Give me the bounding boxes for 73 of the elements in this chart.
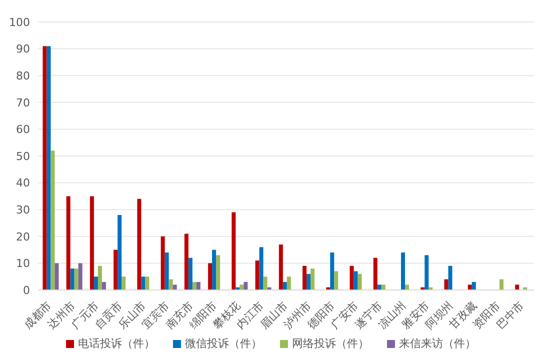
bar [405, 284, 410, 290]
bar [50, 150, 55, 290]
bar [172, 284, 177, 290]
bar [232, 212, 236, 290]
bar [98, 266, 102, 290]
bar [192, 282, 196, 290]
y-tick-label: 50 [16, 150, 30, 163]
legend-label: 电话投诉（件） [78, 336, 155, 351]
bar [196, 282, 200, 290]
bar [334, 271, 338, 290]
bar [54, 263, 59, 290]
bar [278, 244, 283, 290]
bar [94, 276, 98, 290]
bar [164, 252, 169, 290]
bar [286, 276, 291, 290]
bar [42, 46, 47, 290]
bar [114, 250, 118, 290]
bar [424, 255, 429, 290]
bar [448, 266, 452, 290]
bar [373, 258, 378, 290]
bar [330, 252, 334, 290]
y-tick-label: 20 [16, 230, 30, 244]
bar [444, 279, 448, 290]
y-tick-label: 80 [16, 70, 30, 83]
bar [184, 234, 188, 290]
bar [122, 276, 126, 290]
bar [240, 284, 244, 290]
y-tick-label: 70 [16, 96, 30, 110]
y-tick-label: 60 [16, 123, 30, 136]
legend-label: 网络投诉（件） [292, 336, 369, 351]
bar [137, 198, 142, 290]
bar [306, 274, 311, 290]
bar [381, 284, 386, 290]
bar [354, 271, 358, 290]
bar [90, 196, 94, 290]
bar [168, 279, 173, 290]
y-tick-label: 100 [9, 16, 30, 29]
bar [118, 214, 122, 290]
bar [515, 284, 520, 290]
bar [358, 274, 362, 290]
bar [102, 282, 106, 290]
y-tick-label: 10 [16, 257, 30, 270]
bar [70, 268, 74, 290]
bar [46, 46, 51, 290]
y-tick-label: 40 [16, 176, 30, 190]
bar [212, 250, 216, 290]
bar [499, 279, 504, 290]
y-tick-label: 30 [16, 204, 30, 217]
bar [255, 260, 260, 290]
bar [74, 268, 78, 290]
bar [78, 263, 82, 290]
bar [377, 284, 382, 290]
y-tick-label: 90 [16, 42, 30, 56]
bar [141, 276, 146, 290]
bar [310, 268, 315, 290]
bar [208, 263, 212, 290]
bar [259, 247, 264, 290]
bar [160, 236, 165, 290]
bar [244, 282, 248, 290]
bar [188, 258, 192, 290]
legend-label: 微信投诉（件） [185, 336, 262, 351]
bar [216, 255, 220, 290]
bar [145, 276, 150, 290]
legend-label: 来信来访（件） [399, 336, 476, 351]
bar [282, 282, 287, 290]
bar [401, 252, 406, 290]
bar [350, 266, 354, 290]
y-tick-label: 0 [23, 284, 30, 297]
bar [468, 284, 472, 290]
bar [472, 282, 476, 290]
bar [66, 196, 70, 290]
bar [263, 276, 268, 290]
bar [302, 266, 307, 290]
